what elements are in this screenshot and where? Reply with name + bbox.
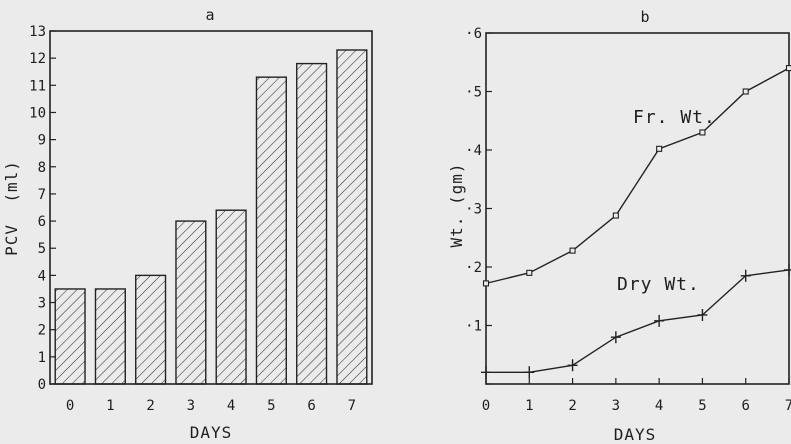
panel-b-data-point	[568, 359, 578, 371]
panel-a-x-tick-label: 7	[348, 398, 356, 414]
panel-b-data-point	[484, 281, 489, 286]
panel-a-x-tick-label: 3	[187, 398, 195, 414]
panel-a-x-tick-label: 0	[66, 398, 74, 414]
panel-b-data-point	[784, 264, 791, 276]
panel-a-y-tick-label: 3	[38, 296, 46, 312]
panel-a-y-tick-label: 6	[38, 214, 46, 230]
panel-a-bar	[55, 289, 85, 384]
panel-b-data-point	[697, 309, 707, 321]
panel-b-y-tick-label: ·6	[465, 26, 482, 42]
panel-b-y-tick-label: ·5	[465, 85, 482, 101]
panel-b-x-tick-label: 0	[482, 398, 490, 414]
panel-a-y-tick-label: 0	[38, 377, 46, 393]
panel-a-y-tick-label: 1	[38, 350, 46, 366]
panel-a-bars	[55, 50, 367, 384]
panel-a-bar	[95, 289, 125, 384]
panel-b-series-label-fresh-weight: Fr. Wt.	[633, 107, 716, 128]
panel-a-bar	[176, 221, 206, 384]
panel-a-x-tick-label: 5	[267, 398, 275, 414]
panel-b-data-point	[787, 66, 791, 71]
panel-b-x-tick-label: 6	[741, 398, 749, 414]
panel-b-data-point	[481, 366, 491, 378]
panel-b-data-point	[657, 146, 662, 151]
panel-b-data-point	[741, 270, 751, 282]
panel-a-bar	[136, 275, 166, 384]
panel-b-series-line	[486, 68, 789, 283]
panel-a-y-axis-label: PCV (ml)	[2, 160, 21, 256]
panel-a-y-tick-label: 8	[38, 160, 46, 176]
panel-a-y-tick-label: 9	[38, 133, 46, 149]
panel-b-y-tick-label: ·4	[465, 143, 482, 159]
panel-a-y-tick-label: 10	[29, 105, 46, 121]
panel-a-bar	[256, 77, 286, 384]
panel-a-y-tick-label: 4	[38, 268, 46, 284]
panel-b-y-tick-label: ·2	[465, 260, 482, 276]
panel-b-data-point	[524, 366, 534, 378]
panel-b-x-axis-label: DAYS	[614, 425, 657, 444]
panel-a-x-tick-label: 4	[227, 398, 235, 414]
panel-b-y-ticks: ·1 ·2 ·3 ·4 ·5 ·6	[465, 26, 492, 384]
panel-a-x-tick-label: 2	[146, 398, 154, 414]
panel-b-data-point	[700, 130, 705, 135]
panel-b-x-tick-label: 4	[655, 398, 663, 414]
panel-b-data-point	[743, 89, 748, 94]
panel-a-bar	[297, 64, 327, 384]
panel-b-y-tick-label: ·3	[465, 202, 482, 218]
panel-a-x-axis-label: DAYS	[190, 423, 233, 442]
panel-a-y-tick-label: 13	[29, 24, 46, 40]
panel-b-y-tick-label: ·1	[465, 319, 482, 335]
panel-a-y-tick-label: 12	[29, 51, 46, 67]
panel-b-x-tick-label: 5	[698, 398, 706, 414]
panel-a-y-tick-label: 5	[38, 241, 46, 257]
panel-a-title: a	[205, 6, 214, 24]
panel-b-title: b	[640, 8, 649, 26]
panel-a-bar	[216, 210, 246, 384]
panel-b-plot-frame	[486, 33, 789, 384]
panel-a-y-tick-label: 7	[38, 187, 46, 203]
panel-a-bar	[337, 50, 367, 384]
panel-a-y-tick-label: 11	[29, 78, 46, 94]
panel-b-data-point	[654, 315, 664, 327]
panel-a-y-tick-label: 2	[38, 323, 46, 339]
panel-b-data-point	[611, 331, 621, 343]
panel-b-y-axis-label: Wt. (gm)	[447, 162, 466, 247]
panel-b-x-tick-label: 3	[612, 398, 620, 414]
panel-b-x-tick-label: 7	[785, 398, 791, 414]
panel-b-data-point	[613, 213, 618, 218]
panel-b-x-tick-label: 1	[525, 398, 533, 414]
panel-b-data-point	[570, 248, 575, 253]
panel-b-x-tick-label: 2	[568, 398, 576, 414]
panel-a-x-tick-label: 6	[307, 398, 315, 414]
panel-a-x-tick-label: 1	[106, 398, 114, 414]
panel-b-data-point	[527, 270, 532, 275]
panel-b-series-label-dry-weight: Dry Wt.	[617, 274, 700, 295]
panel-a-x-ticks: 0 1 2 3 4 5 6 7	[66, 398, 356, 414]
